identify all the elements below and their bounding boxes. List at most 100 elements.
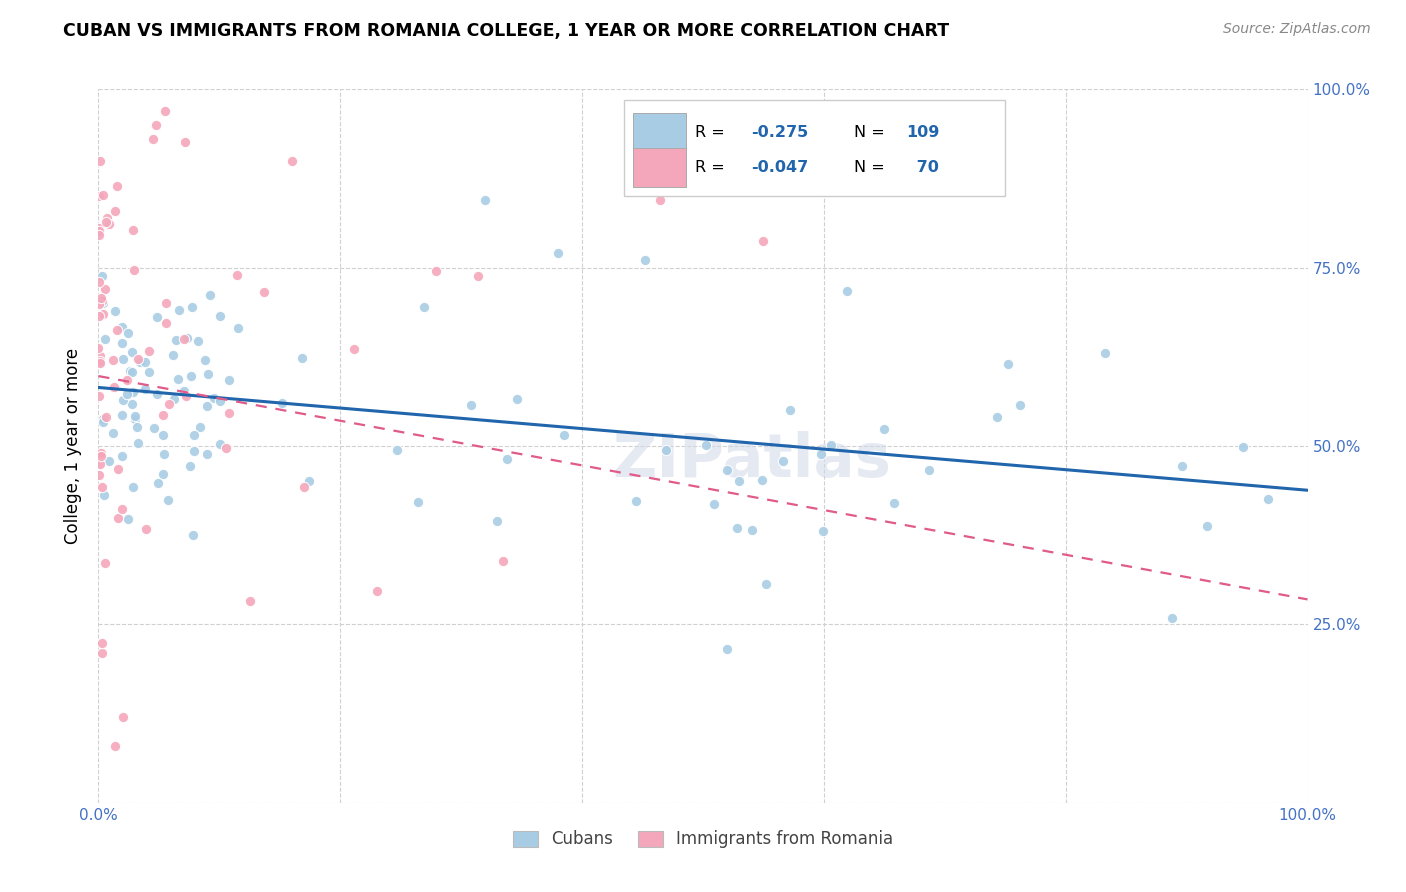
Point bbox=[1171, 458, 1194, 473]
Point bbox=[174, 389, 197, 403]
Point bbox=[1232, 440, 1254, 454]
Legend: Cubans, Immigrants from Romania: Cubans, Immigrants from Romania bbox=[506, 824, 900, 855]
Point bbox=[253, 285, 276, 299]
Point bbox=[291, 351, 314, 365]
Point bbox=[89, 153, 111, 168]
Point bbox=[91, 480, 114, 494]
Point bbox=[553, 428, 575, 442]
Point bbox=[634, 253, 657, 268]
Point bbox=[997, 357, 1019, 371]
Point bbox=[716, 642, 738, 657]
Point bbox=[197, 367, 219, 381]
Point bbox=[89, 297, 111, 311]
Point bbox=[96, 215, 118, 229]
Point bbox=[1195, 519, 1218, 533]
Point bbox=[94, 332, 117, 346]
Point bbox=[460, 398, 482, 412]
Point bbox=[183, 443, 205, 458]
Point bbox=[138, 365, 160, 379]
Text: ZIPatlas: ZIPatlas bbox=[612, 431, 891, 490]
Point bbox=[111, 320, 134, 334]
Point bbox=[143, 421, 166, 435]
Text: 70: 70 bbox=[911, 161, 939, 175]
Text: R =: R = bbox=[695, 161, 730, 175]
Point bbox=[104, 304, 127, 318]
Point bbox=[121, 365, 143, 379]
Point bbox=[93, 488, 115, 502]
Point bbox=[703, 497, 725, 511]
Point bbox=[193, 352, 215, 367]
Point bbox=[820, 438, 842, 452]
Point bbox=[103, 380, 125, 394]
Point bbox=[725, 520, 748, 534]
Point bbox=[174, 135, 197, 149]
Point bbox=[413, 300, 436, 314]
Point bbox=[134, 382, 156, 396]
Point bbox=[91, 416, 114, 430]
Point bbox=[87, 221, 110, 235]
Point bbox=[425, 264, 447, 278]
Point bbox=[167, 371, 190, 385]
Point bbox=[91, 294, 114, 309]
Point bbox=[153, 446, 176, 460]
Text: Source: ZipAtlas.com: Source: ZipAtlas.com bbox=[1223, 22, 1371, 37]
Point bbox=[474, 193, 496, 207]
Point bbox=[772, 454, 794, 468]
Point bbox=[835, 284, 858, 298]
Point bbox=[209, 309, 232, 323]
Point bbox=[883, 496, 905, 510]
Point bbox=[89, 356, 111, 370]
Point bbox=[173, 384, 195, 398]
Point bbox=[385, 443, 408, 458]
Point bbox=[218, 373, 240, 387]
Point bbox=[366, 583, 388, 598]
Point bbox=[169, 302, 191, 317]
Text: N =: N = bbox=[855, 125, 890, 139]
Point bbox=[111, 710, 134, 724]
Point bbox=[727, 474, 749, 488]
Point bbox=[209, 437, 232, 451]
Point bbox=[121, 223, 143, 237]
Point bbox=[179, 458, 201, 473]
Point bbox=[152, 467, 174, 482]
Point bbox=[124, 412, 146, 426]
FancyBboxPatch shape bbox=[633, 112, 686, 152]
Point bbox=[343, 342, 366, 356]
Point bbox=[115, 373, 138, 387]
Text: 109: 109 bbox=[905, 125, 939, 139]
Point bbox=[134, 354, 156, 368]
Point bbox=[118, 364, 141, 378]
Point bbox=[485, 514, 508, 528]
Point bbox=[91, 269, 114, 284]
Point bbox=[406, 495, 429, 509]
Point bbox=[105, 323, 128, 337]
Point bbox=[87, 224, 110, 238]
Point bbox=[117, 512, 139, 526]
Point bbox=[181, 528, 204, 542]
Point bbox=[208, 394, 231, 409]
Point bbox=[93, 296, 115, 310]
Point bbox=[127, 351, 149, 366]
Point bbox=[226, 321, 249, 335]
Point bbox=[94, 410, 117, 425]
Point bbox=[655, 443, 678, 458]
Text: -0.047: -0.047 bbox=[751, 161, 808, 175]
Point bbox=[225, 268, 247, 282]
Point bbox=[97, 217, 120, 231]
Point bbox=[872, 422, 894, 436]
Point bbox=[87, 276, 110, 290]
Point bbox=[145, 118, 167, 132]
Point bbox=[197, 399, 219, 413]
Point bbox=[91, 187, 114, 202]
Point bbox=[89, 349, 111, 363]
Point bbox=[1094, 345, 1116, 359]
Point bbox=[127, 436, 149, 450]
Point bbox=[91, 307, 114, 321]
Point bbox=[104, 203, 127, 218]
Point bbox=[124, 409, 146, 423]
Text: N =: N = bbox=[855, 161, 890, 175]
Point bbox=[153, 103, 176, 118]
Point bbox=[547, 246, 569, 260]
Point bbox=[129, 355, 152, 369]
Point bbox=[111, 502, 134, 516]
